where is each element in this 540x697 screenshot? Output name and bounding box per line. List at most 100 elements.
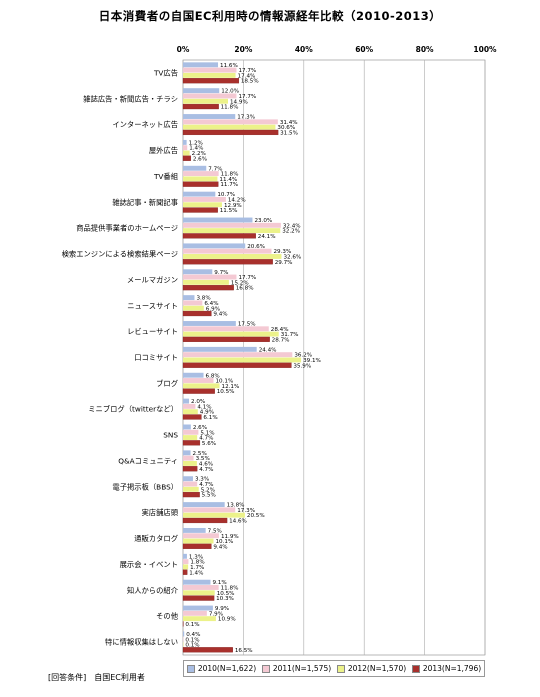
category-label: Q&Aコミュニティ (118, 456, 178, 465)
data-label: 14.9% (230, 99, 248, 105)
data-label: 28.7% (272, 337, 290, 343)
category-label: メールマガジン (127, 275, 178, 284)
category-label: 商品提供事業者のホームページ (76, 224, 178, 233)
bar (183, 460, 197, 466)
bar (183, 196, 226, 202)
data-label: 1.2% (189, 140, 203, 146)
data-label: 5.5% (202, 493, 216, 499)
bar (183, 435, 198, 441)
data-label: 5.6% (202, 441, 216, 447)
data-label: 11.4% (219, 177, 237, 183)
bar (183, 248, 272, 254)
bar (183, 564, 189, 570)
bar (183, 346, 257, 352)
bar (182, 466, 198, 472)
data-label: 7.7% (208, 166, 222, 172)
bar (183, 171, 219, 177)
data-label: 2.6% (193, 425, 207, 431)
bar (183, 507, 236, 513)
data-label: 3.5% (196, 456, 210, 462)
category-label: 検索エンジンによる検索結果ページ (62, 250, 178, 259)
x-tick-label: 100% (473, 45, 497, 54)
data-label: 30.6% (277, 125, 295, 131)
bar (182, 543, 212, 549)
data-label: 4.7% (199, 482, 213, 488)
data-label: 31.4% (280, 120, 298, 126)
bar (183, 119, 278, 125)
bar (183, 150, 190, 156)
bar (183, 88, 220, 94)
bar (183, 326, 269, 332)
bar (183, 305, 204, 311)
legend-swatch (261, 664, 270, 673)
bar (183, 610, 207, 616)
data-label: 24.1% (258, 234, 276, 240)
bar (183, 512, 245, 518)
data-label: 18.5% (241, 79, 259, 85)
bar (182, 336, 270, 342)
data-label: 17.7% (238, 94, 256, 100)
data-label: 3.8% (196, 296, 210, 302)
category-label: ニュースサイト (127, 301, 178, 310)
bar (183, 98, 228, 104)
legend-item: 2011(N=1,575) (261, 664, 331, 673)
bar (183, 222, 281, 228)
data-label: 31.7% (281, 332, 299, 338)
bar (183, 279, 229, 285)
data-label: 17.5% (238, 322, 256, 328)
bar (183, 579, 211, 585)
x-tick-label: 80% (416, 45, 434, 54)
bar (183, 295, 195, 301)
data-label: 9.9% (215, 606, 229, 612)
data-label: 2.2% (192, 151, 206, 157)
data-label: 11.9% (221, 534, 239, 540)
data-label: 14.2% (228, 197, 246, 203)
legend-item: 2010(N=1,622) (186, 664, 256, 673)
category-label: TV広告 (153, 68, 178, 77)
bar (183, 383, 220, 389)
data-label: 6.1% (203, 415, 217, 421)
category-label: その他 (156, 612, 179, 621)
data-label: 9.4% (213, 544, 227, 550)
bar (183, 378, 214, 383)
bar (183, 352, 293, 358)
bar (183, 590, 215, 596)
category-label: 電子掲示板（BBS） (112, 482, 178, 491)
bar (183, 300, 203, 306)
data-label: 17.7% (238, 275, 256, 281)
data-label: 9.7% (214, 270, 228, 276)
data-label: 1.8% (190, 560, 204, 566)
data-label: 32.4% (283, 223, 301, 229)
legend-label: 2013(N=1,796) (422, 664, 482, 673)
bar (182, 517, 228, 524)
category-label: 口コミサイト (134, 353, 178, 362)
data-label: 15.2% (231, 280, 249, 286)
bar (183, 424, 191, 430)
bar (183, 372, 204, 378)
bar (182, 155, 192, 161)
bar (182, 414, 202, 420)
bar (183, 67, 237, 73)
bar (183, 217, 253, 223)
bar (183, 403, 196, 409)
data-label: 16.8% (236, 286, 254, 292)
bar (183, 228, 281, 234)
data-label: 12.1% (222, 384, 240, 390)
bar (183, 616, 216, 622)
bar (182, 233, 256, 239)
bar (182, 310, 212, 317)
bar (183, 502, 225, 508)
category-label: 実店舗店頭 (142, 508, 179, 517)
data-label: 10.5% (217, 591, 235, 597)
bar (183, 476, 193, 482)
data-label: 11.7% (220, 182, 238, 188)
bar (183, 62, 219, 68)
data-label: 12.9% (224, 203, 242, 209)
data-label: 9.1% (212, 580, 226, 586)
data-label: 39.1% (303, 358, 321, 364)
data-label: 7.5% (208, 528, 222, 534)
data-label: 13.8% (227, 503, 245, 509)
data-label: 4.9% (200, 410, 214, 416)
bar (183, 145, 188, 151)
